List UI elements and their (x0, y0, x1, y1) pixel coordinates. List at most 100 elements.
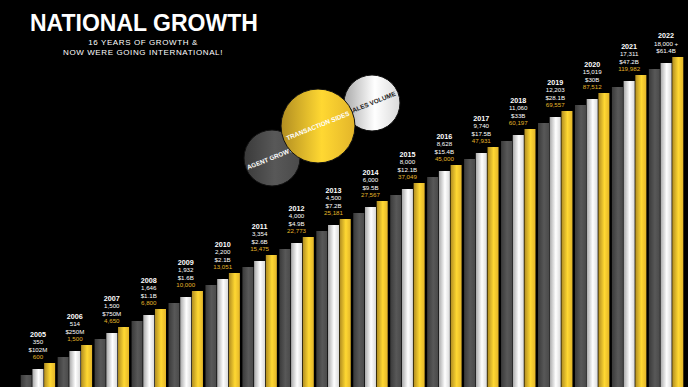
data-label: 600 (33, 353, 44, 360)
staircase-bar (464, 159, 475, 387)
data-label: 10,000 (176, 281, 195, 288)
data-label: 27,567 (361, 191, 380, 198)
staircase-bar (217, 279, 228, 387)
data-label: 69,557 (546, 101, 565, 108)
data-labels: 2005350$102M6002006514$250M1,50020071,50… (28, 31, 678, 360)
data-label: 514 (70, 320, 81, 327)
staircase-bar (353, 213, 364, 387)
staircase-bar (81, 345, 92, 387)
data-label: $1.6B (178, 274, 194, 281)
subtitle: NOW WERE GOING INTERNATIONAL! (63, 48, 223, 57)
staircase-bar (612, 87, 623, 387)
bars (21, 57, 684, 387)
legend: AGENT GROWTHSALES VOLUMETRANSACTION SIDE… (244, 75, 400, 186)
staircase-bar (561, 111, 572, 387)
staircase-bar (476, 153, 487, 387)
staircase-bar (316, 231, 327, 387)
data-label: $17.5B (472, 130, 492, 137)
staircase-bar (365, 207, 376, 387)
data-label: 9,740 (474, 122, 490, 129)
staircase-bar (242, 267, 253, 387)
data-label: 8,628 (437, 140, 453, 147)
data-label: 1,500 (67, 335, 83, 342)
staircase-bar (649, 69, 660, 387)
staircase-bar (180, 297, 191, 387)
data-label: 119,982 (618, 65, 640, 72)
staircase-bar (303, 237, 314, 387)
staircase-bar (279, 249, 290, 387)
data-label: 4,650 (104, 317, 120, 324)
data-label: $15.4B (435, 148, 455, 155)
data-label: 6,000 (363, 176, 379, 183)
data-label: $47.2B (619, 58, 639, 65)
staircase-bar (488, 147, 499, 387)
legend-label: TRANSACTION SIDES (285, 109, 351, 141)
staircase-bar (598, 93, 609, 387)
staircase-bar (143, 315, 154, 387)
data-label: $9.5B (362, 184, 378, 191)
data-label: $250M (65, 328, 84, 335)
staircase-bar (524, 129, 535, 387)
staircase-bar (69, 351, 80, 387)
staircase-bar (106, 333, 117, 387)
data-label: 1,932 (178, 266, 194, 273)
data-label: 37,049 (398, 173, 417, 180)
staircase-bar (328, 225, 339, 387)
staircase-bar (118, 327, 129, 387)
data-label: 1,500 (104, 302, 120, 309)
staircase-bar (390, 195, 401, 387)
chart-svg: 2005350$102M6002006514$250M1,50020071,50… (0, 0, 688, 387)
data-label: $7.2B (325, 202, 341, 209)
staircase-bar (587, 99, 598, 387)
staircase-bar (538, 123, 549, 387)
staircase-bar (451, 165, 462, 387)
data-label: 350 (33, 338, 44, 345)
staircase-bar (266, 255, 277, 387)
data-label: 4,000 (289, 212, 305, 219)
staircase-bar (32, 369, 43, 387)
data-label: $30B (585, 76, 599, 83)
staircase-bar (44, 363, 55, 387)
staircase-bar (575, 105, 586, 387)
staircase-bar (427, 177, 438, 387)
data-label: 22,773 (287, 227, 306, 234)
data-label: 47,931 (472, 137, 491, 144)
staircase-bar (402, 189, 413, 387)
chart-container: 2005350$102M6002006514$250M1,50020071,50… (0, 0, 688, 387)
staircase-bar (229, 273, 240, 387)
legend-swatch (281, 89, 355, 163)
staircase-bar (340, 219, 351, 387)
staircase-bar (550, 117, 561, 387)
data-label: 45,000 (435, 155, 454, 162)
data-label: 12,203 (546, 86, 565, 93)
data-label: $1.1B (141, 292, 157, 299)
data-label: 87,512 (583, 83, 602, 90)
data-label: 3,354 (252, 230, 268, 237)
title: NATIONAL GROWTH (30, 10, 258, 36)
data-label: 6,800 (141, 299, 157, 306)
data-label: 18,000 + (654, 40, 679, 47)
staircase-bar (192, 291, 203, 387)
staircase-bar (21, 375, 32, 387)
staircase-bar (132, 321, 143, 387)
staircase-bar (254, 261, 265, 387)
background (0, 0, 688, 387)
data-label: 15,019 (583, 68, 602, 75)
staircase-bar (439, 171, 450, 387)
data-label: 13,051 (213, 263, 232, 270)
staircase-bar (95, 339, 106, 387)
staircase-bar (169, 303, 180, 387)
subtitle: 16 YEARS OF GROWTH & (88, 38, 198, 47)
staircase-bar (291, 243, 302, 387)
staircase-bar (58, 357, 69, 387)
data-label: 15,475 (250, 245, 269, 252)
staircase-bar (155, 309, 166, 387)
data-label: 1,646 (141, 284, 157, 291)
data-label: $28.1B (545, 94, 565, 101)
staircase-bar (661, 63, 672, 387)
staircase-bar (377, 201, 388, 387)
staircase-bar (513, 135, 524, 387)
legend-label: SALES VOLUME (347, 90, 397, 116)
data-label: $33B (511, 112, 525, 119)
data-label: 8,000 (400, 158, 416, 165)
